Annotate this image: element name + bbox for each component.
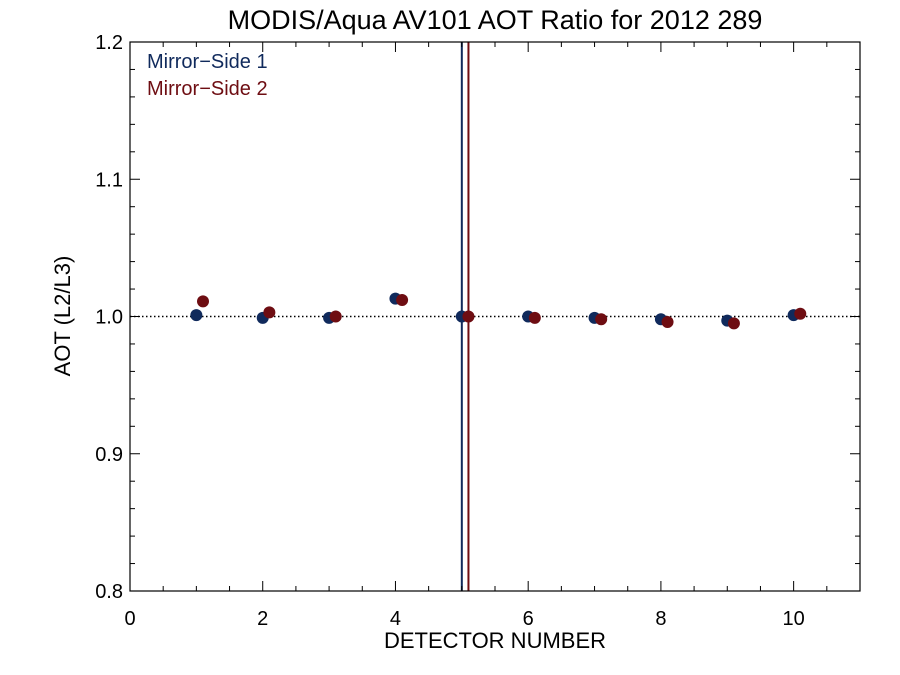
legend-entry-mirror-side-2: Mirror−Side 2	[147, 78, 268, 100]
y-tick-label: 1.1	[95, 169, 123, 191]
series-1-point	[190, 309, 203, 322]
legend-entry-mirror-side-1: Mirror−Side 1	[147, 51, 268, 73]
x-tick-label: 0	[124, 608, 135, 630]
x-tick-label: 2	[257, 608, 268, 630]
x-tick-label: 8	[655, 608, 666, 630]
y-tick-label: 0.9	[95, 444, 123, 466]
series-2-point	[197, 295, 209, 308]
legend: Mirror−Side 1 Mirror−Side 2	[147, 51, 268, 100]
series-2-point	[263, 306, 276, 319]
x-tick-label: 10	[783, 608, 805, 630]
y-axis-label: AOT (L2/L3)	[50, 256, 75, 377]
y-tick-label: 1.2	[95, 32, 123, 54]
chart-title: MODIS/Aqua AV101 AOT Ratio for 2012 289	[228, 5, 763, 35]
series-2-point	[595, 313, 608, 326]
series-2-point	[329, 310, 342, 323]
series-2-point	[462, 310, 475, 323]
series-2-point	[794, 307, 807, 320]
y-tick-label: 1.0	[95, 307, 123, 329]
plot-area	[130, 42, 860, 591]
x-axis-label: DETECTOR NUMBER	[384, 628, 606, 653]
axis-ticks: 0 2 4 6 8 10 0.8 0.9 1.0 1.1 1.2	[95, 32, 861, 630]
series-2-point	[727, 317, 740, 330]
series-2-point	[396, 294, 409, 307]
x-tick-label: 6	[523, 608, 534, 630]
x-tick-label: 4	[390, 608, 401, 630]
series-2-point	[528, 311, 541, 324]
series-2-point	[661, 315, 674, 328]
y-tick-label: 0.8	[95, 581, 123, 603]
